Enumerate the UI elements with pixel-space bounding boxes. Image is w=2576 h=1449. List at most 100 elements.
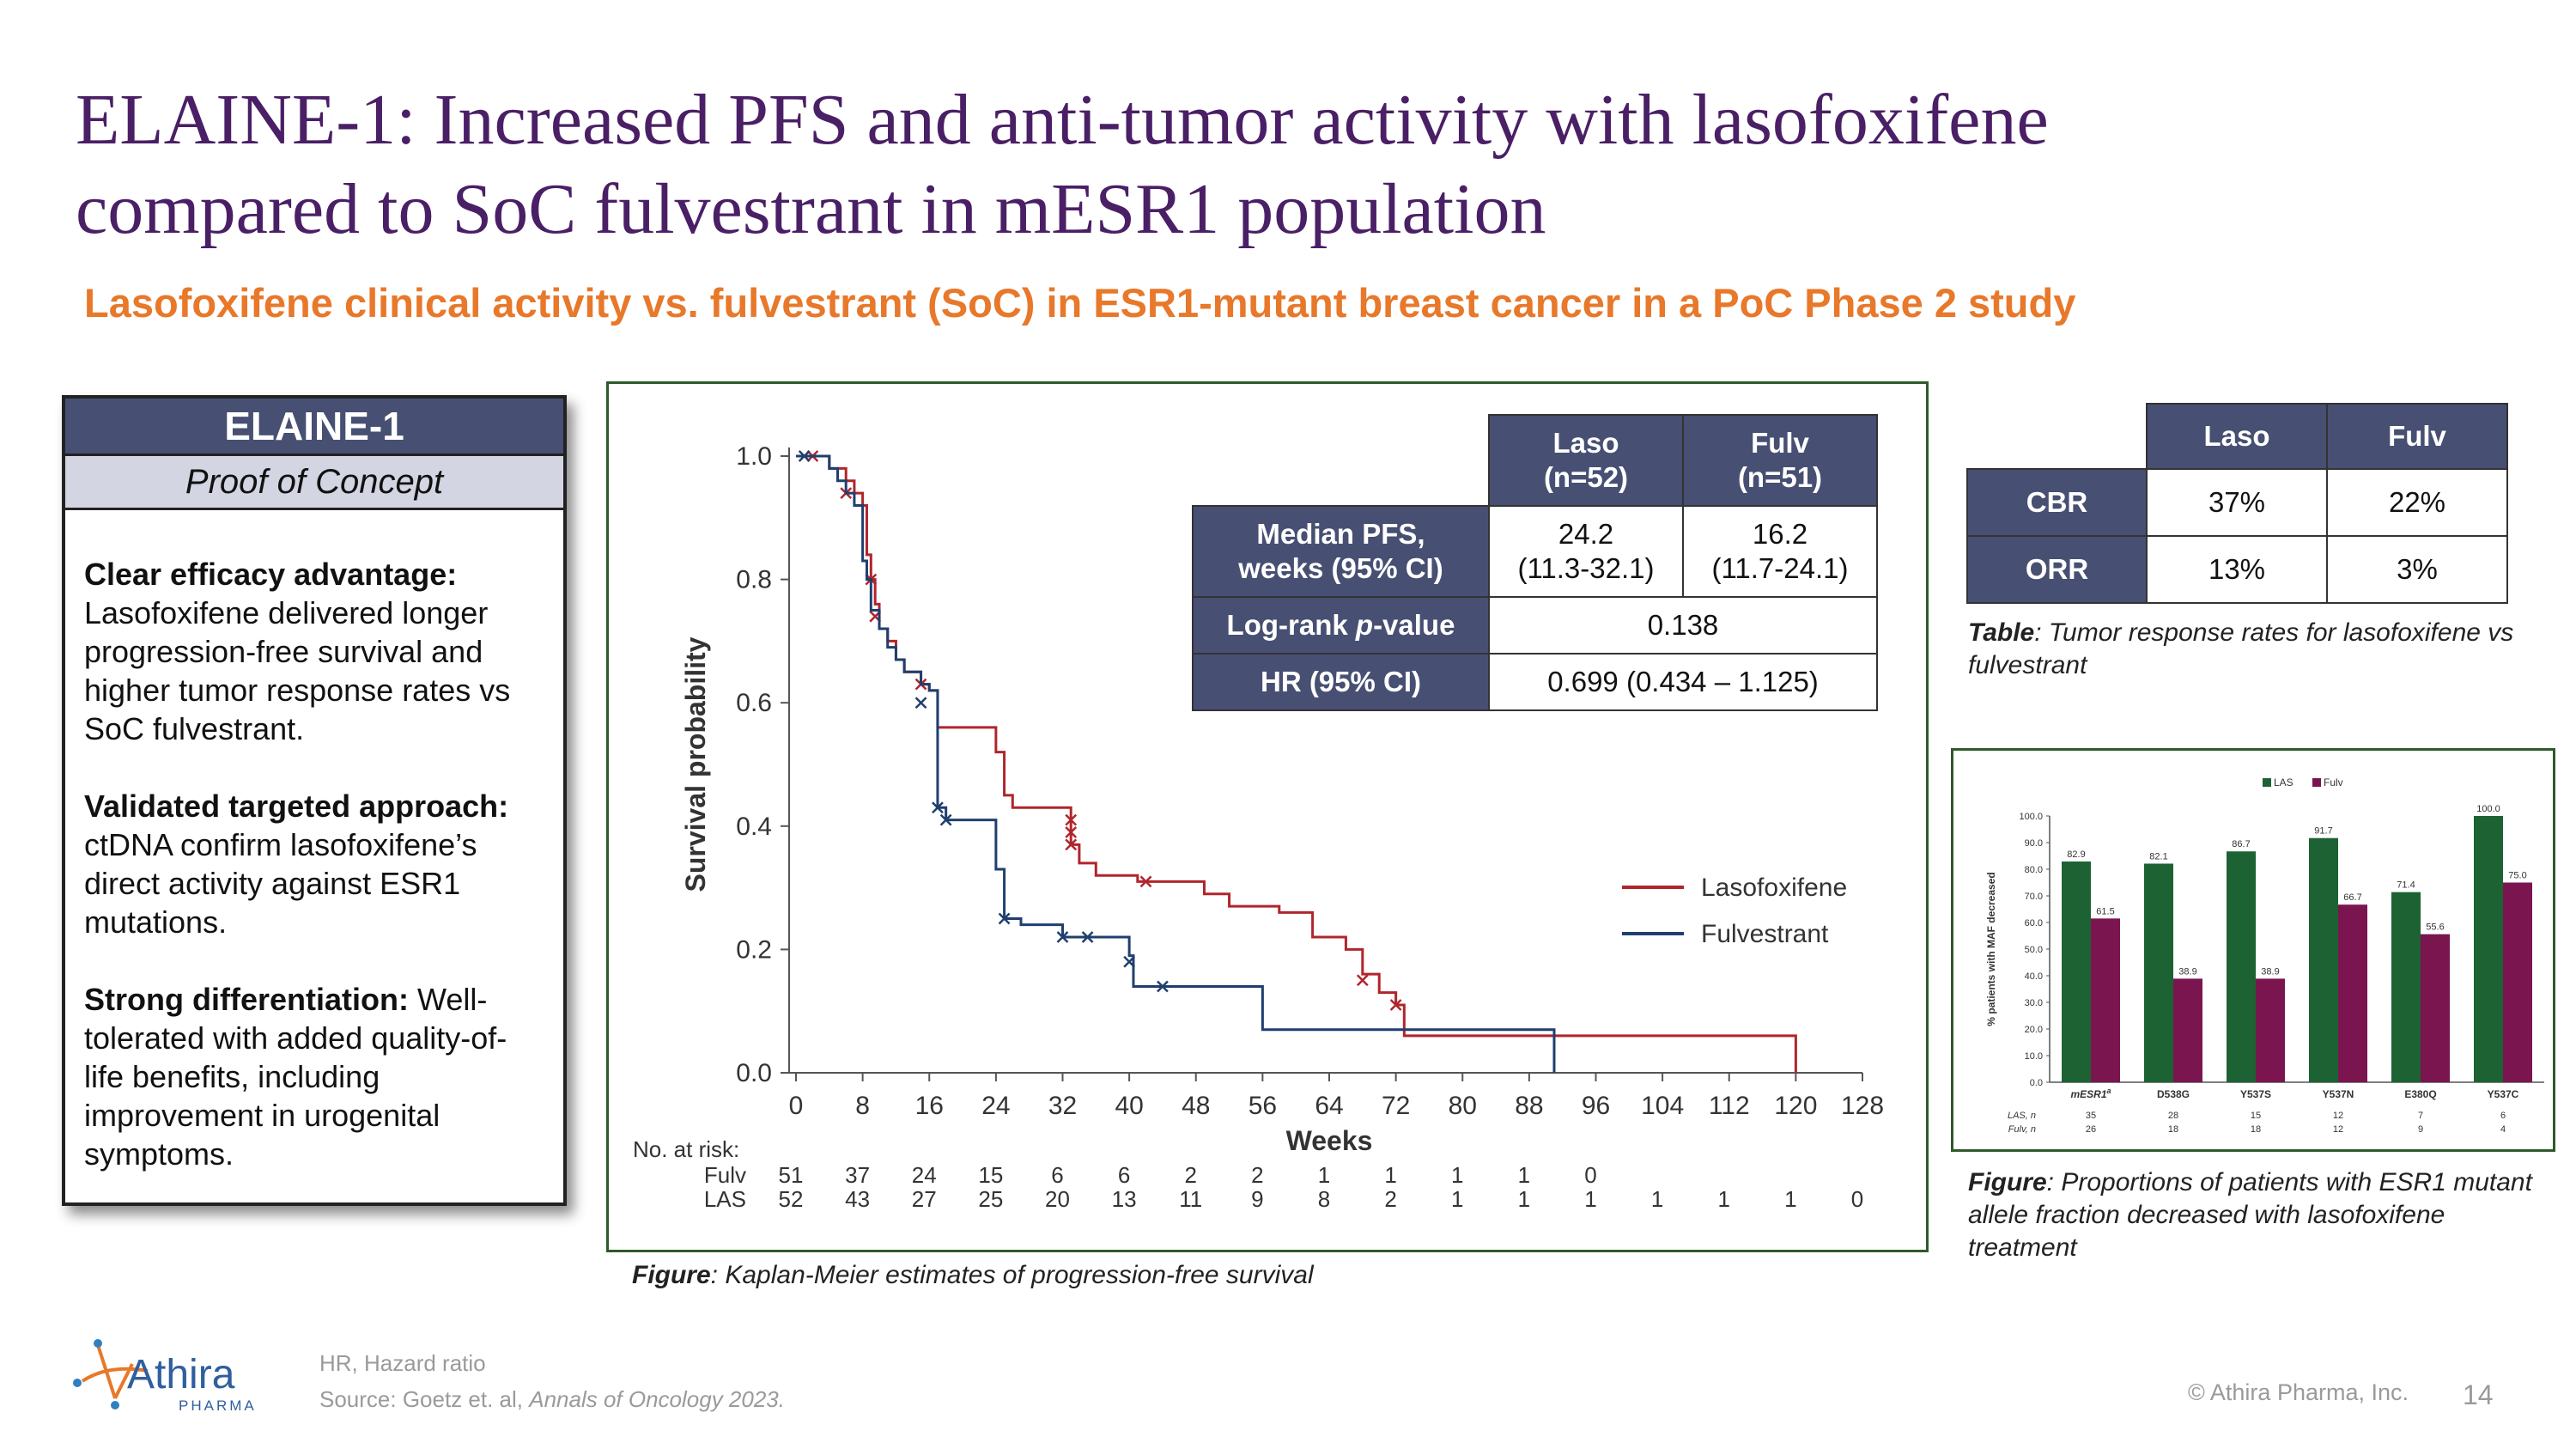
km-at-risk-value: 1 (1518, 1162, 1530, 1188)
col-header-fulv: Fulv (2326, 403, 2508, 470)
bar-n-value: 15 (2251, 1111, 2261, 1121)
cell-value: 16.2 (1752, 518, 1808, 550)
km-y-tick-label: 0.4 (736, 813, 772, 841)
row-label-orr: ORR (1966, 535, 2148, 604)
athira-logo: Athira PHARMA (65, 1330, 263, 1428)
km-at-risk-value: 25 (978, 1186, 1003, 1212)
bar-caption: Figure: Proportions of patients with ESR… (1968, 1166, 2535, 1264)
point-heading: Strong differentiation: (84, 982, 409, 1017)
bar-category-label: Y537N (2323, 1088, 2354, 1100)
km-censor-mark-fulvestrant (932, 801, 944, 814)
bar-n-value: 12 (2333, 1124, 2343, 1135)
point-differentiation: Strong differentiation: Well-tolerated w… (84, 980, 544, 1173)
km-x-tick-label: 48 (1182, 1092, 1210, 1120)
caption-label: Figure (632, 1261, 711, 1289)
km-censor-mark-fulvestrant (1056, 931, 1069, 943)
title-line-1: ELAINE-1: Increased PFS and anti-tumor a… (76, 80, 2049, 160)
km-at-risk-value: 1 (1651, 1186, 1663, 1212)
bar-n-value: 28 (2168, 1111, 2178, 1121)
col-label: Laso (1552, 427, 1619, 459)
bar-n-value: 35 (2086, 1111, 2096, 1121)
km-x-tick-label: 0 (789, 1092, 804, 1120)
km-x-tick-label: 56 (1249, 1092, 1277, 1120)
km-at-risk-value: 52 (779, 1186, 804, 1212)
km-line-fulvestrant (796, 454, 1556, 1073)
km-line-lasofoxifene (796, 454, 1797, 1073)
row-label-logrank: Log-rank p-value (1192, 596, 1490, 654)
bar-category-label: Y537S (2240, 1088, 2271, 1100)
km-at-risk-value: 11 (1179, 1186, 1202, 1212)
elaine-box-header: ELAINE-1 (65, 399, 563, 454)
elaine-summary-box: ELAINE-1 Proof of Concept Clear efficacy… (62, 395, 567, 1206)
cell-cbr-fulv: 22% (2326, 468, 2508, 537)
row-label-line: weeks (95% CI) (1238, 552, 1443, 584)
logo-text: Athira (127, 1352, 235, 1397)
bar-category-label: E380Q (2404, 1088, 2436, 1100)
row-label-cbr: CBR (1966, 468, 2148, 537)
footnote-source: Source: Goetz et. al, Annals of Oncology… (319, 1381, 785, 1417)
km-at-risk-value: 6 (1118, 1162, 1130, 1188)
km-censor-mark-lasofoxifene (1065, 813, 1078, 826)
km-x-tick-label: 40 (1115, 1092, 1143, 1120)
bar-legend-label-las: LAS (2274, 776, 2293, 788)
elaine-box-subheader: Proof of Concept (65, 454, 563, 510)
km-at-risk-value: 1 (1318, 1162, 1330, 1188)
km-x-tick-label: 112 (1709, 1092, 1750, 1120)
bar-n-row-label: LAS, n (2008, 1111, 2036, 1121)
km-at-risk-value: 0 (1584, 1162, 1596, 1188)
km-censor-mark-lasofoxifene (1356, 974, 1369, 987)
km-legend-label-lasofoxifene: Lasofoxifene (1701, 874, 1847, 902)
bar-category-label: mESR1a (2070, 1087, 2111, 1100)
km-figure-frame: 0.0 0.2 0.4 0.6 0.8 1.0 0 8 16 24 32 40 48 56 64 72 80 88… (606, 381, 1929, 1252)
bar-category-label: D538G (2157, 1088, 2190, 1100)
km-censor-mark-lasofoxifene (1065, 826, 1078, 838)
km-at-risk-row-label: Fulv (704, 1162, 746, 1188)
caption-text: : Tumor response rates for lasofoxifene … (1968, 618, 2514, 679)
bar-y-tick-label: 20.0 (2025, 1025, 2043, 1035)
bar-data-label: 82.9 (2067, 849, 2085, 860)
bar-data-label: 61.5 (2096, 906, 2114, 916)
km-censor-mark-lasofoxifene (1139, 875, 1152, 888)
km-chart: 0.00.20.40.60.81.00 8 16 24 32 40 48 56 64 72 80 88… (633, 442, 1884, 1212)
row-label-line: Median PFS, (1256, 518, 1425, 550)
bar-n-value: 6 (2500, 1111, 2506, 1121)
cell-logrank-value: 0.138 (1488, 596, 1878, 654)
km-at-risk-value: 1 (1451, 1186, 1463, 1212)
caption-label: Table (1968, 618, 2035, 647)
km-y-tick-label: 0.0 (736, 1059, 772, 1087)
row-label-part: -value (1373, 609, 1455, 641)
km-at-risk-row-label: LAS (704, 1186, 746, 1212)
point-targeted: Validated targeted approach: ctDNA confi… (84, 787, 544, 941)
source-prefix: Source: Goetz et. al, (319, 1386, 530, 1412)
bar-n-value: 7 (2418, 1111, 2423, 1121)
km-censor-mark-fulvestrant (939, 813, 952, 826)
athira-logo-mark: Athira PHARMA (73, 1339, 254, 1414)
km-at-risk-value: 51 (779, 1162, 804, 1188)
bar-legend-swatch-las (2263, 778, 2271, 787)
km-y-tick-label: 0.2 (736, 935, 772, 964)
bar-y-tick-label: 30.0 (2025, 998, 2043, 1008)
km-at-risk-value: 2 (1384, 1186, 1396, 1212)
col-header-laso: Laso (2146, 403, 2328, 470)
col-header-laso: Laso (n=52) (1488, 414, 1684, 507)
col-header-fulv: Fulv (n=51) (1682, 414, 1878, 507)
bar-fulv-e380q (2421, 934, 2450, 1082)
bar-las-y537c (2474, 816, 2503, 1082)
page-number: 14 (2463, 1379, 2494, 1410)
row-label-part: Log-rank (1226, 609, 1356, 641)
empty-corner (1193, 415, 1489, 506)
km-at-risk-value: 6 (1051, 1162, 1063, 1188)
km-censor-mark-lasofoxifene (1389, 999, 1402, 1011)
km-caption: Figure: Kaplan-Meier estimates of progre… (632, 1261, 1314, 1290)
km-censor-mark-fulvestrant (914, 697, 927, 709)
bar-y-tick-label: 100.0 (2019, 812, 2043, 822)
km-at-risk-value: 27 (912, 1186, 937, 1212)
cell-cbr-laso: 37% (2146, 468, 2328, 537)
km-censor-mark-fulvestrant (998, 912, 1011, 925)
km-x-tick-label: 80 (1449, 1092, 1477, 1120)
bar-n-value: 12 (2333, 1111, 2343, 1121)
km-x-tick-label: 64 (1315, 1092, 1343, 1120)
response-table: Laso Fulv CBR 37% 22% ORR 13% 3% (1966, 403, 2508, 604)
km-x-tick-label: 88 (1515, 1092, 1543, 1120)
caption-label: Figure (1968, 1168, 2047, 1196)
